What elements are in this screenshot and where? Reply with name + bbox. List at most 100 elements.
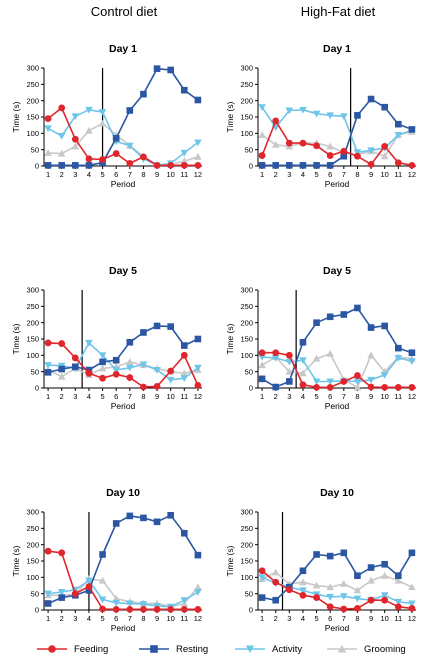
- series-line-grooming: [261, 130, 413, 157]
- data-point-feeding: [340, 378, 348, 385]
- data-point-feeding: [85, 583, 93, 590]
- x-tick-label: 7: [128, 614, 132, 623]
- panel-title: Day 10: [106, 487, 140, 499]
- data-point-resting: [167, 66, 174, 74]
- x-tick-label: 8: [141, 392, 145, 401]
- data-point-resting: [299, 338, 307, 346]
- data-point-feeding: [153, 161, 161, 169]
- y-tick-label: 0: [35, 606, 39, 615]
- data-point-activity: [340, 113, 348, 121]
- x-tick-label: 12: [408, 170, 416, 179]
- data-point-resting: [286, 162, 293, 169]
- x-tick-label: 2: [274, 170, 278, 179]
- data-point-feeding: [44, 339, 52, 347]
- y-tick-label: 250: [26, 524, 39, 533]
- data-point-feeding: [340, 605, 348, 613]
- data-point-resting: [408, 349, 416, 357]
- data-point-grooming: [57, 149, 66, 157]
- data-point-resting: [58, 594, 66, 601]
- data-point-feeding: [354, 604, 361, 612]
- data-point-resting: [180, 86, 188, 94]
- data-point-activity: [126, 364, 134, 372]
- data-point-feeding: [99, 605, 106, 613]
- y-axis-label: Time (s): [11, 323, 21, 354]
- data-point-resting: [99, 551, 106, 558]
- data-point-activity: [394, 131, 403, 139]
- series-line-resting: [262, 98, 413, 167]
- data-point-activity: [408, 358, 416, 366]
- data-point-activity: [258, 353, 266, 361]
- data-point-grooming: [380, 152, 389, 160]
- data-point-feeding: [58, 104, 66, 112]
- data-point-activity: [340, 593, 348, 601]
- data-point-grooming: [271, 140, 280, 148]
- y-tick-label: 50: [31, 367, 39, 376]
- y-tick-label: 150: [240, 557, 253, 566]
- y-tick-label: 300: [240, 286, 253, 295]
- data-point-activity: [98, 109, 107, 116]
- series-line-activity: [48, 579, 199, 608]
- x-tick-label: 6: [114, 170, 118, 179]
- data-point-resting: [272, 383, 280, 391]
- data-point-feeding: [285, 139, 293, 147]
- x-tick-label: 5: [100, 170, 104, 179]
- data-point-resting: [58, 365, 66, 373]
- panel-title: Day 5: [323, 265, 351, 277]
- data-point-feeding: [71, 590, 79, 598]
- data-point-resting: [44, 369, 52, 376]
- x-axis-label: Period: [325, 401, 350, 411]
- data-point-activity: [112, 599, 120, 607]
- legend-marker-resting: [139, 645, 169, 653]
- data-point-resting: [340, 311, 348, 318]
- x-tick-label: 9: [369, 614, 373, 623]
- data-point-activity: [85, 106, 93, 114]
- data-point-resting: [381, 103, 388, 111]
- data-point-resting: [194, 551, 202, 559]
- x-tick-label: 10: [167, 170, 175, 179]
- data-point-activity: [57, 132, 66, 140]
- y-tick-label: 250: [240, 302, 253, 311]
- x-tick-label: 9: [155, 614, 159, 623]
- data-point-resting: [140, 90, 147, 98]
- data-point-resting: [354, 112, 361, 119]
- data-point-resting: [326, 552, 334, 560]
- data-point-feeding: [44, 115, 52, 123]
- data-point-grooming: [367, 351, 375, 359]
- data-point-activity: [180, 597, 189, 604]
- x-tick-label: 8: [141, 170, 145, 179]
- data-point-resting: [85, 162, 93, 169]
- x-tick-label: 7: [342, 170, 346, 179]
- data-point-feeding: [272, 578, 280, 586]
- y-tick-label: 100: [240, 129, 253, 138]
- series-line-activity: [48, 342, 199, 381]
- data-point-feeding: [394, 383, 402, 391]
- data-point-grooming: [98, 576, 107, 584]
- x-tick-label: 9: [369, 170, 373, 179]
- data-point-feeding: [140, 605, 147, 613]
- data-point-feeding: [381, 383, 389, 391]
- data-point-grooming: [326, 349, 334, 357]
- series-line-resting: [261, 551, 413, 602]
- x-axis-label: Period: [325, 623, 350, 633]
- data-point-feeding: [112, 370, 120, 378]
- x-axis-label: Period: [111, 623, 136, 633]
- panel-title: Day 10: [320, 487, 354, 499]
- x-tick-label: 4: [87, 392, 91, 401]
- data-point-activity: [194, 364, 202, 372]
- legend-label-activity: Activity: [272, 643, 303, 655]
- data-point-activity: [380, 371, 389, 379]
- data-point-feeding: [367, 383, 375, 391]
- data-point-feeding: [99, 374, 106, 382]
- y-tick-label: 100: [240, 573, 253, 582]
- y-tick-label: 300: [26, 286, 39, 295]
- column-title-high-fat: High-Fat diet: [300, 4, 376, 19]
- data-point-feeding: [299, 381, 307, 389]
- data-point-activity: [139, 361, 148, 369]
- data-point-activity: [394, 598, 403, 606]
- data-point-resting: [72, 363, 79, 371]
- data-point-resting: [112, 356, 120, 364]
- data-point-feeding: [313, 142, 320, 150]
- y-tick-label: 200: [240, 96, 253, 105]
- data-point-grooming: [312, 581, 321, 589]
